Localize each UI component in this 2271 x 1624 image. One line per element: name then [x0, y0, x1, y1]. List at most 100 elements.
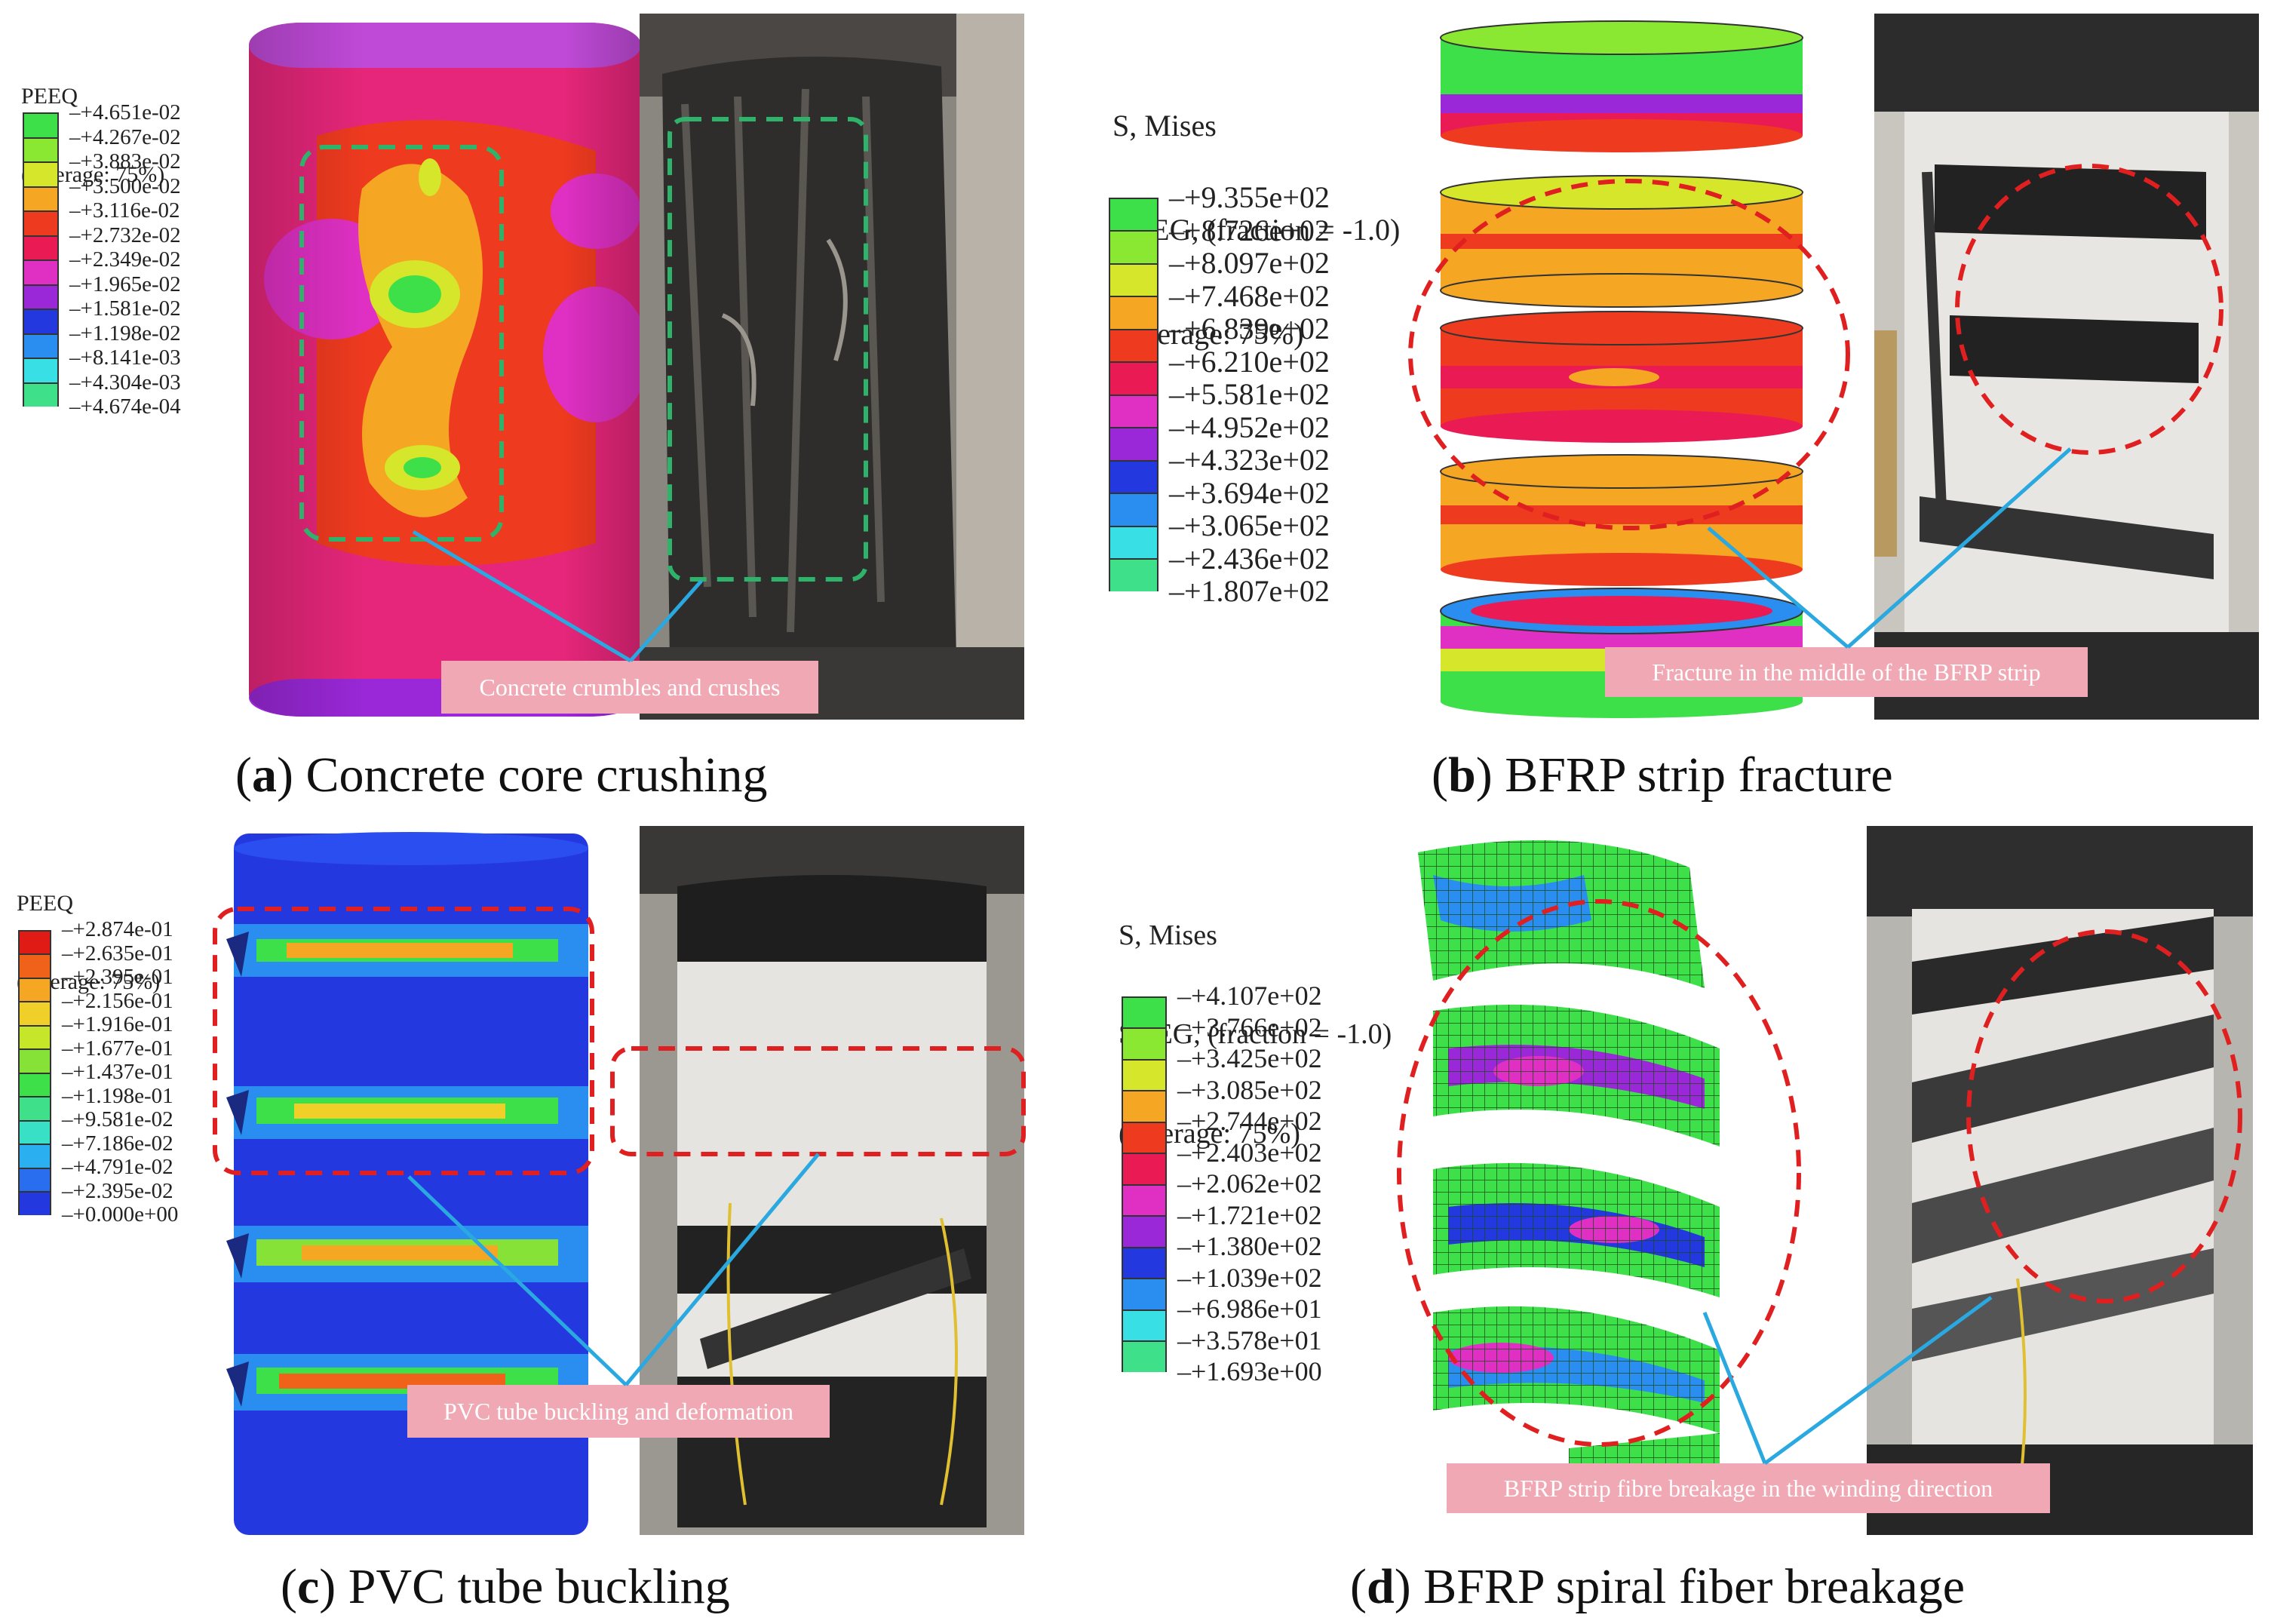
legend-title-line: PEEQ — [21, 84, 78, 109]
photo-b-drawing — [1874, 14, 2259, 720]
caption-letter: b — [1447, 748, 1476, 803]
legend-swatch — [23, 137, 59, 162]
legend-value: –+2.349e-02 — [69, 247, 181, 272]
caption-a: (a) Concrete core crushing — [235, 748, 768, 803]
legend-swatch — [1109, 230, 1159, 263]
fe-model-d — [1418, 840, 1720, 1501]
photo-b — [1874, 14, 2259, 720]
legend-value: –+1.721e+02 — [1177, 1199, 1322, 1230]
legend-value: –+6.839e+02 — [1169, 312, 1330, 345]
legend-value: –+1.677e-01 — [62, 1036, 173, 1061]
legend-swatch — [1122, 1153, 1167, 1184]
caption-letter: d — [1366, 1559, 1395, 1614]
legend-swatch — [1109, 361, 1159, 394]
legend-value: –+8.726e+02 — [1169, 213, 1330, 247]
legend-swatch — [23, 210, 59, 235]
legend-swatch — [18, 1048, 51, 1073]
legend-value: –+3.883e-02 — [69, 149, 181, 173]
legend-value: –+1.437e-01 — [62, 1060, 173, 1084]
fe-model-a — [249, 23, 649, 717]
legend-swatch — [18, 1072, 51, 1097]
buckle-band — [234, 924, 588, 977]
legend-value: –+6.210e+02 — [1169, 344, 1330, 379]
buckle-band — [234, 1086, 588, 1139]
legend-value: –+3.116e-02 — [69, 198, 180, 223]
legend-value: –+1.198e-02 — [69, 321, 181, 345]
buckle-band — [234, 1226, 588, 1282]
legend-swatch — [18, 1144, 51, 1168]
caption-letter: a — [251, 748, 277, 803]
ring-2 — [1440, 175, 1803, 308]
photo-d — [1867, 826, 2253, 1535]
legend-swatch — [23, 235, 59, 260]
callout-c: PVC tube buckling and deformation — [407, 1385, 830, 1438]
legend-value: –+4.674e-04 — [69, 394, 181, 419]
legend-title-line: S, Mises — [1112, 109, 1217, 143]
legend-value: –+3.766e+02 — [1177, 1012, 1322, 1042]
legend-value: –+3.694e+02 — [1169, 475, 1330, 510]
caption-text: PVC tube buckling — [348, 1559, 730, 1614]
callout-d: BFRP strip fibre breakage in the winding… — [1447, 1463, 2050, 1513]
legend-swatch — [23, 259, 59, 284]
legend-value: –+3.425e+02 — [1177, 1043, 1322, 1073]
legend-swatch — [23, 333, 59, 358]
legend-value: –+4.791e-02 — [62, 1155, 173, 1179]
photo-d-drawing — [1867, 826, 2253, 1535]
legend-swatch — [18, 953, 51, 978]
legend-swatch — [1122, 1278, 1167, 1309]
legend-value: –+4.952e+02 — [1169, 410, 1330, 444]
legend-swatch — [1122, 1121, 1167, 1153]
legend-value: –+1.807e+02 — [1169, 574, 1330, 608]
legend-title-line: (Average: 75%) — [17, 969, 161, 994]
legend-value: –+3.578e+01 — [1177, 1325, 1322, 1355]
legend-value: –+9.581e-02 — [62, 1107, 173, 1131]
legend-swatch — [1122, 1215, 1167, 1247]
legend-value: –+3.065e+02 — [1169, 508, 1330, 542]
caption-text: BFRP strip fracture — [1505, 748, 1893, 803]
legend-swatch — [18, 1024, 51, 1049]
caption-b: (b) BFRP strip fracture — [1432, 748, 1893, 803]
legend-value: –+2.744e+02 — [1177, 1106, 1322, 1136]
legend-swatch — [1122, 1246, 1167, 1279]
legend-swatch — [1122, 1309, 1167, 1341]
legend-value: –+2.403e+02 — [1177, 1137, 1322, 1168]
photo-a-drawing — [640, 14, 1024, 720]
legend-swatch — [18, 1001, 51, 1025]
legend-value: –+5.581e+02 — [1169, 377, 1330, 411]
legend-swatch — [1109, 197, 1159, 231]
legend-value: –+2.635e-01 — [62, 941, 173, 965]
legend-swatch — [23, 382, 59, 407]
legend-swatch — [1109, 558, 1159, 591]
ring-4 — [1440, 454, 1803, 586]
legend-swatch — [1109, 328, 1159, 362]
caption-letter: c — [296, 1559, 320, 1614]
legend-swatch — [18, 977, 51, 1002]
legend-swatch — [1122, 996, 1167, 1028]
legend-value: –+2.395e-01 — [62, 965, 173, 989]
caption-d: (d) BFRP spiral fiber breakage — [1350, 1559, 1966, 1614]
legend-title-line: S, Mises — [1119, 919, 1217, 952]
callout-a: Concrete crumbles and crushes — [441, 661, 818, 714]
legend-value: –+3.085e+02 — [1177, 1074, 1322, 1105]
legend-value: –+1.965e-02 — [69, 272, 181, 296]
legend-swatch — [1109, 525, 1159, 559]
legend-swatch — [18, 1167, 51, 1192]
legend-value: –+1.039e+02 — [1177, 1262, 1322, 1293]
legend-swatch — [1122, 1090, 1167, 1122]
legend-value: –+1.693e+00 — [1177, 1356, 1322, 1386]
legend-value: –+2.395e-02 — [62, 1178, 173, 1203]
legend-value: –+7.468e+02 — [1169, 278, 1330, 313]
legend-swatch — [23, 161, 59, 186]
legend-value: –+7.186e-02 — [62, 1131, 173, 1156]
legend-swatch — [1122, 1340, 1167, 1372]
legend-swatch — [1109, 427, 1159, 460]
legend-swatch — [23, 309, 59, 333]
